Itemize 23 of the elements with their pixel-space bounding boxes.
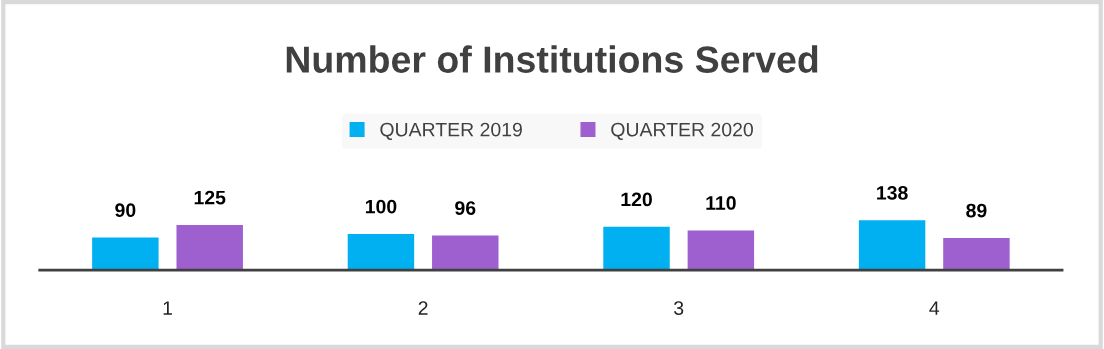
chart-title: Number of Institutions Served (286, 45, 818, 73)
x-tick-label: 4 (929, 301, 940, 315)
bar (687, 230, 755, 271)
data-label: 138 (877, 185, 908, 200)
bar (858, 220, 926, 271)
x-tick-label: 1 (163, 301, 172, 315)
bar (176, 224, 243, 271)
bar (347, 234, 415, 271)
data-label: 125 (194, 190, 226, 205)
bar (603, 226, 670, 271)
legend-label: QUARTER 2020 (611, 122, 753, 140)
x-tick-label: 3 (674, 301, 684, 315)
data-label: 90 (115, 203, 136, 218)
data-label: 96 (455, 201, 476, 215)
legend-label: QUARTER 2019 (380, 122, 522, 140)
data-label: 110 (706, 196, 736, 210)
data-label: 100 (365, 199, 397, 214)
x-tick-label: 2 (418, 301, 428, 315)
bar (943, 237, 1010, 271)
bar (432, 235, 499, 271)
data-label: 89 (966, 203, 987, 218)
data-label: 120 (621, 192, 652, 207)
bar (92, 237, 159, 271)
